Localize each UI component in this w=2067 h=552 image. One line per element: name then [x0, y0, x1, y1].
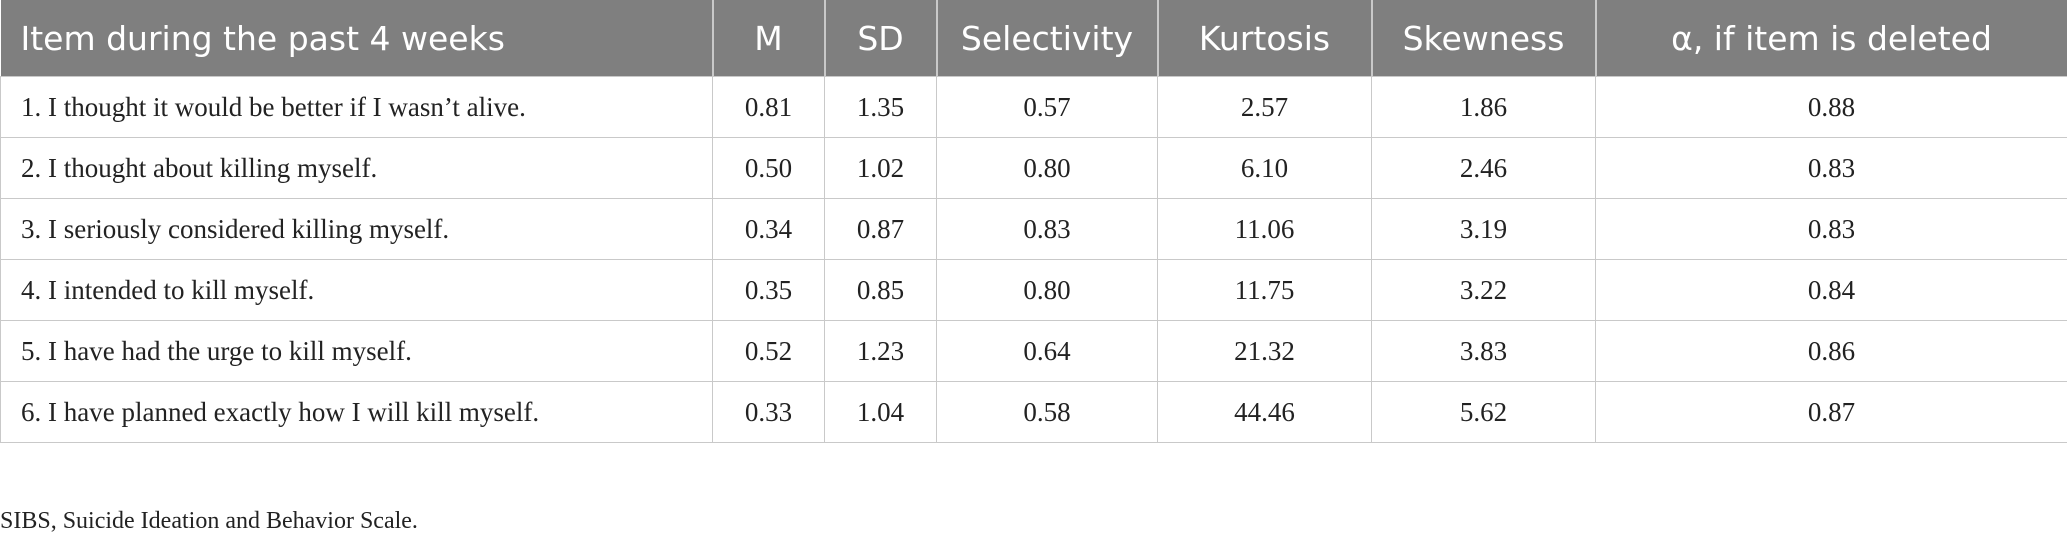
header-cell: α, if item is deleted — [1595, 0, 2067, 77]
table-cell: 0.83 — [1595, 198, 2067, 260]
table-cell: 3. I seriously considered killing myself… — [0, 198, 713, 260]
table-cell: 0.81 — [712, 76, 825, 138]
table-cell: 0.87 — [824, 198, 937, 260]
table-cell: 1.02 — [824, 137, 937, 199]
table-row: 5. I have had the urge to kill myself. 0.… — [0, 320, 2067, 382]
table-cell: 0.84 — [1595, 259, 2067, 321]
header-row: Item during the past 4 weeks M SD Selectivi… — [0, 0, 2067, 77]
table-cell: 1. I thought it would be better if I was… — [0, 76, 713, 138]
table-cell: 1.35 — [824, 76, 937, 138]
table-cell: 6.10 — [1157, 137, 1372, 199]
table-cell: 0.33 — [712, 381, 825, 443]
table-cell: 3.19 — [1371, 198, 1596, 260]
table-cell: 1.23 — [824, 320, 937, 382]
header-cell: Selectivity — [936, 0, 1159, 77]
table-cell: 11.75 — [1157, 259, 1372, 321]
table-cell: 2.46 — [1371, 137, 1596, 199]
table-cell: 6. I have planned exactly how I will kil… — [0, 381, 713, 443]
table-cell: 0.35 — [712, 259, 825, 321]
table-cell: 0.50 — [712, 137, 825, 199]
table-cell: 0.52 — [712, 320, 825, 382]
table-cell: 4. I intended to kill myself. — [0, 259, 713, 321]
header-cell: M — [712, 0, 826, 77]
header-cell: Skewness — [1371, 0, 1597, 77]
table: Item during the past 4 weeks M SD Selectivi… — [0, 0, 2067, 443]
table-cell: 2. I thought about killing myself. — [0, 137, 713, 199]
table-cell: 0.83 — [1595, 137, 2067, 199]
table-cell: 3.83 — [1371, 320, 1596, 382]
table-cell: 0.80 — [936, 137, 1158, 199]
table-cell: 11.06 — [1157, 198, 1372, 260]
table-cell: 3.22 — [1371, 259, 1596, 321]
table-cell: 0.34 — [712, 198, 825, 260]
table-cell: 0.85 — [824, 259, 937, 321]
table-cell: 0.83 — [936, 198, 1158, 260]
header-cell: SD — [824, 0, 938, 77]
table-cell: 0.88 — [1595, 76, 2067, 138]
table-cell: 5. I have had the urge to kill myself. — [0, 320, 713, 382]
table-row: 2. I thought about killing myself. 0.50 1.… — [0, 137, 2067, 199]
table-cell: 21.32 — [1157, 320, 1372, 382]
table-row: 4. I intended to kill myself. 0.35 0.85 0.8… — [0, 259, 2067, 321]
table-cell: 0.86 — [1595, 320, 2067, 382]
table-row: 3. I seriously considered killing myself… — [0, 198, 2067, 260]
table-cell: 1.86 — [1371, 76, 1596, 138]
footnote: SIBS, Suicide Ideation and Behavior Scal… — [0, 508, 418, 534]
table-cell: 44.46 — [1157, 381, 1372, 443]
table-row: 1. I thought it would be better if I was… — [0, 76, 2067, 138]
header-cell: Item during the past 4 weeks — [0, 0, 714, 77]
table-row: 6. I have planned exactly how I will kil… — [0, 381, 2067, 443]
table-cell: 0.87 — [1595, 381, 2067, 443]
table-cell: 5.62 — [1371, 381, 1596, 443]
table-cell: 0.80 — [936, 259, 1158, 321]
table-cell: 0.58 — [936, 381, 1158, 443]
table-cell: 1.04 — [824, 381, 937, 443]
header-cell: Kurtosis — [1157, 0, 1373, 77]
table-cell: 0.64 — [936, 320, 1158, 382]
table-cell: 2.57 — [1157, 76, 1372, 138]
table-cell: 0.57 — [936, 76, 1158, 138]
table-body: 1. I thought it would be better if I was… — [0, 76, 2067, 443]
